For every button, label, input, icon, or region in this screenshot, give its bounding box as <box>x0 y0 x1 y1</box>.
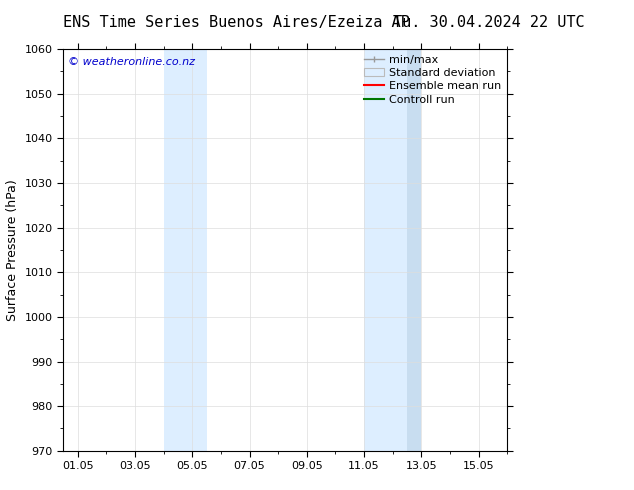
Y-axis label: Surface Pressure (hPa): Surface Pressure (hPa) <box>6 179 19 321</box>
Text: ENS Time Series Buenos Aires/Ezeiza AP: ENS Time Series Buenos Aires/Ezeiza AP <box>63 15 410 30</box>
Legend: min/max, Standard deviation, Ensemble mean run, Controll run: min/max, Standard deviation, Ensemble me… <box>359 50 506 109</box>
Text: © weatheronline.co.nz: © weatheronline.co.nz <box>68 57 195 67</box>
Text: Tu. 30.04.2024 22 UTC: Tu. 30.04.2024 22 UTC <box>393 15 585 30</box>
Bar <box>164 49 207 451</box>
Bar <box>407 49 422 451</box>
Bar <box>364 49 407 451</box>
